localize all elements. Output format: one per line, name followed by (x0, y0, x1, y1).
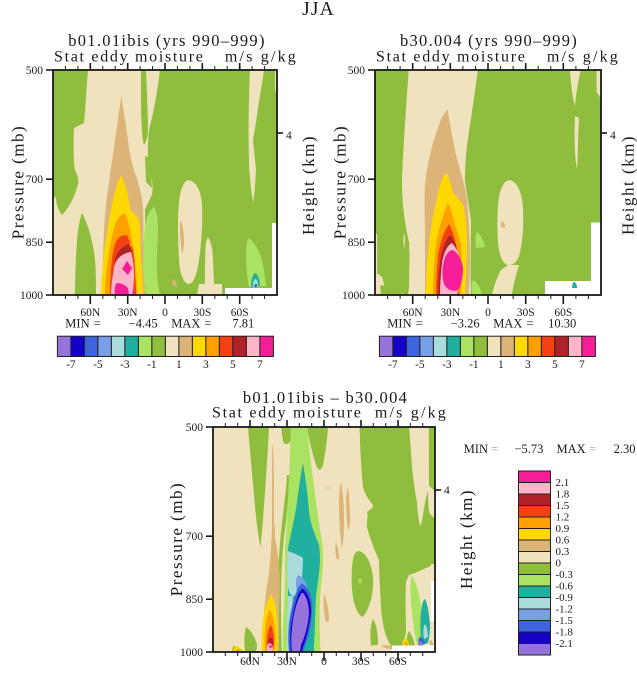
svg-text:2.30: 2.30 (614, 442, 636, 456)
svg-text:5: 5 (552, 359, 558, 371)
svg-text:b01.01ibis (yrs 990–999): b01.01ibis (yrs 990–999) (68, 31, 266, 50)
svg-text:850: 850 (26, 237, 44, 249)
svg-text:-1.5: -1.5 (556, 615, 574, 627)
svg-text:MIN: MIN (65, 317, 89, 331)
svg-text:60S: 60S (389, 656, 407, 668)
svg-text:1.5: 1.5 (556, 500, 570, 512)
svg-text:MAX: MAX (171, 317, 200, 331)
svg-text:MIN: MIN (464, 442, 488, 456)
svg-text:60N: 60N (240, 656, 261, 668)
svg-text:-5: -5 (415, 359, 425, 371)
svg-text:7: 7 (579, 359, 585, 371)
svg-text:1.8: 1.8 (556, 489, 570, 501)
svg-text:b30.004 (yrs 990–999): b30.004 (yrs 990–999) (400, 31, 578, 50)
svg-text:0: 0 (556, 558, 562, 570)
svg-text:=: = (526, 317, 533, 331)
svg-text:−4.45: −4.45 (129, 317, 158, 331)
svg-text:Stat eddy moisture: Stat eddy moisture (376, 49, 527, 66)
svg-text:7.81: 7.81 (232, 317, 254, 331)
svg-text:-0.3: -0.3 (556, 569, 574, 581)
svg-text:700: 700 (348, 174, 366, 186)
svg-text:700: 700 (26, 174, 44, 186)
svg-text:0.9: 0.9 (556, 523, 570, 535)
svg-text:850: 850 (348, 237, 366, 249)
svg-text:0.6: 0.6 (556, 535, 570, 547)
svg-text:700: 700 (186, 531, 204, 543)
svg-text:850: 850 (186, 594, 204, 606)
svg-text:-7: -7 (66, 359, 76, 371)
svg-text:4: 4 (610, 130, 616, 142)
svg-text:500: 500 (348, 65, 366, 77)
svg-text:0: 0 (485, 307, 491, 319)
svg-text:Pressure (mb): Pressure (mb) (331, 125, 350, 239)
svg-text:3: 3 (525, 359, 531, 371)
svg-text:7: 7 (257, 359, 263, 371)
svg-text:MAX: MAX (557, 442, 586, 456)
svg-text:1: 1 (498, 359, 504, 371)
svg-text:1000: 1000 (342, 290, 365, 302)
svg-text:10.30: 10.30 (548, 317, 576, 331)
svg-text:-0.6: -0.6 (556, 581, 574, 593)
svg-text:m/s g/kg: m/s g/kg (547, 49, 620, 66)
svg-text:Stat eddy moisture: Stat eddy moisture (212, 405, 363, 422)
svg-text:m/s g/kg: m/s g/kg (225, 49, 298, 66)
svg-text:Pressure (mb): Pressure (mb) (167, 482, 186, 596)
svg-text:-2.1: -2.1 (556, 638, 573, 650)
svg-text:Stat eddy moisture: Stat eddy moisture (54, 49, 205, 66)
svg-text:MAX: MAX (493, 317, 522, 331)
svg-text:0: 0 (162, 307, 168, 319)
svg-text:=: = (491, 442, 498, 456)
svg-text:Height (km): Height (km) (457, 489, 476, 589)
svg-text:-3: -3 (442, 359, 452, 371)
svg-text:=: = (416, 317, 423, 331)
svg-text:0.3: 0.3 (556, 546, 570, 558)
svg-text:-0.9: -0.9 (556, 592, 574, 604)
svg-text:-5: -5 (93, 359, 103, 371)
svg-text:=: = (204, 317, 211, 331)
svg-text:−3.26: −3.26 (451, 317, 480, 331)
svg-text:-1.8: -1.8 (556, 627, 574, 639)
svg-text:=: = (94, 317, 101, 331)
svg-text:-1: -1 (469, 359, 479, 371)
svg-text:1: 1 (176, 359, 182, 371)
svg-text:3: 3 (203, 359, 209, 371)
svg-text:4: 4 (286, 130, 292, 142)
svg-text:2.1: 2.1 (556, 477, 570, 489)
svg-text:m/s g/kg: m/s g/kg (375, 405, 448, 422)
svg-text:1000: 1000 (20, 290, 43, 302)
svg-text:-1: -1 (147, 359, 157, 371)
svg-text:1.2: 1.2 (556, 512, 570, 524)
svg-text:5: 5 (230, 359, 236, 371)
svg-text:=: = (589, 442, 596, 456)
svg-text:500: 500 (26, 65, 44, 77)
svg-text:Height (km): Height (km) (619, 135, 637, 235)
svg-text:-1.2: -1.2 (556, 604, 573, 616)
svg-text:-3: -3 (120, 359, 130, 371)
svg-text:1000: 1000 (180, 647, 203, 659)
svg-text:−5.73: −5.73 (514, 442, 543, 456)
svg-text:Height (km): Height (km) (299, 135, 318, 235)
svg-text:MIN: MIN (387, 317, 411, 331)
svg-text:4: 4 (444, 485, 450, 497)
svg-text:30N: 30N (277, 656, 298, 668)
svg-text:Pressure (mb): Pressure (mb) (9, 125, 28, 239)
svg-text:-7: -7 (388, 359, 398, 371)
svg-text:JJA: JJA (302, 0, 335, 20)
svg-text:30S: 30S (352, 656, 370, 668)
svg-text:500: 500 (186, 422, 204, 434)
svg-text:0: 0 (321, 656, 327, 668)
